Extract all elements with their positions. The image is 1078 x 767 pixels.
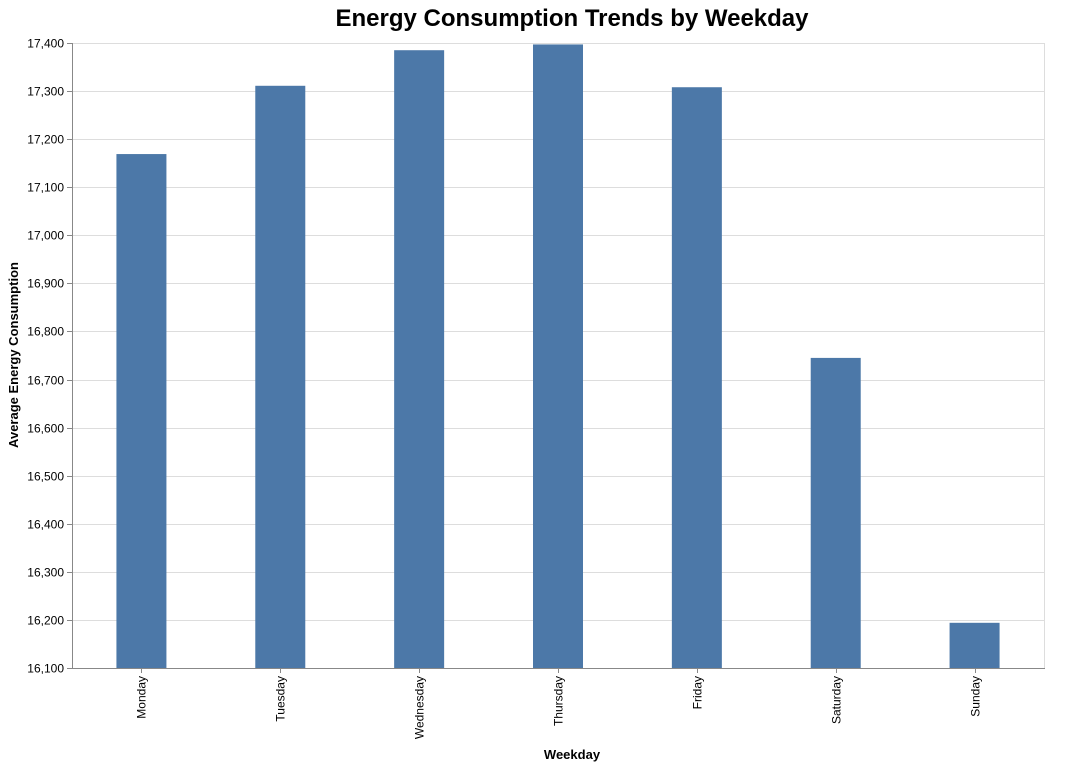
y-tick-label: 17,000	[27, 229, 64, 243]
y-tick-label: 16,100	[27, 662, 64, 676]
x-axis-ticks: Monday Tuesday Wednesday Thursday Friday Satu…	[135, 668, 983, 739]
y-tick-label: 17,300	[27, 85, 64, 99]
y-tick-label: 17,400	[27, 37, 64, 51]
bar-friday	[671, 87, 722, 668]
bar-thursday	[533, 44, 583, 668]
y-tick-label: 16,900	[27, 277, 64, 291]
x-tick-label-sunday: Sunday	[969, 676, 983, 717]
y-tick-label: 16,600	[27, 422, 64, 436]
bar-sunday	[949, 622, 1000, 668]
y-tick-label: 17,200	[27, 133, 64, 147]
x-axis-title: Weekday	[544, 747, 601, 762]
y-tick-label: 16,300	[27, 566, 64, 580]
y-axis-ticks: 16,100 16,200 16,300 16,400 16,500 16,600 16,7…	[27, 37, 72, 676]
y-tick-label: 16,800	[27, 325, 64, 339]
y-axis-title: Average Energy Consumption	[6, 262, 21, 448]
x-tick-label-wednesday: Wednesday	[413, 676, 427, 739]
bar-wednesday	[394, 50, 445, 668]
x-tick-label-monday: Monday	[135, 676, 149, 719]
y-tick-label: 16,700	[27, 374, 64, 388]
y-tick-label: 16,400	[27, 518, 64, 532]
y-tick-label: 16,500	[27, 470, 64, 484]
y-tick-label: 17,100	[27, 181, 64, 195]
x-tick-label-thursday: Thursday	[552, 676, 566, 726]
chart-title: Energy Consumption Trends by Weekday	[336, 5, 810, 32]
bar-saturday	[810, 357, 861, 668]
bar-monday	[116, 154, 167, 669]
x-tick-label-tuesday: Tuesday	[274, 676, 288, 722]
y-tick-label: 16,200	[27, 614, 64, 628]
x-tick-label-friday: Friday	[691, 676, 705, 709]
bars	[116, 44, 1000, 669]
x-tick-label-saturday: Saturday	[830, 676, 844, 724]
bar-tuesday	[255, 85, 306, 669]
